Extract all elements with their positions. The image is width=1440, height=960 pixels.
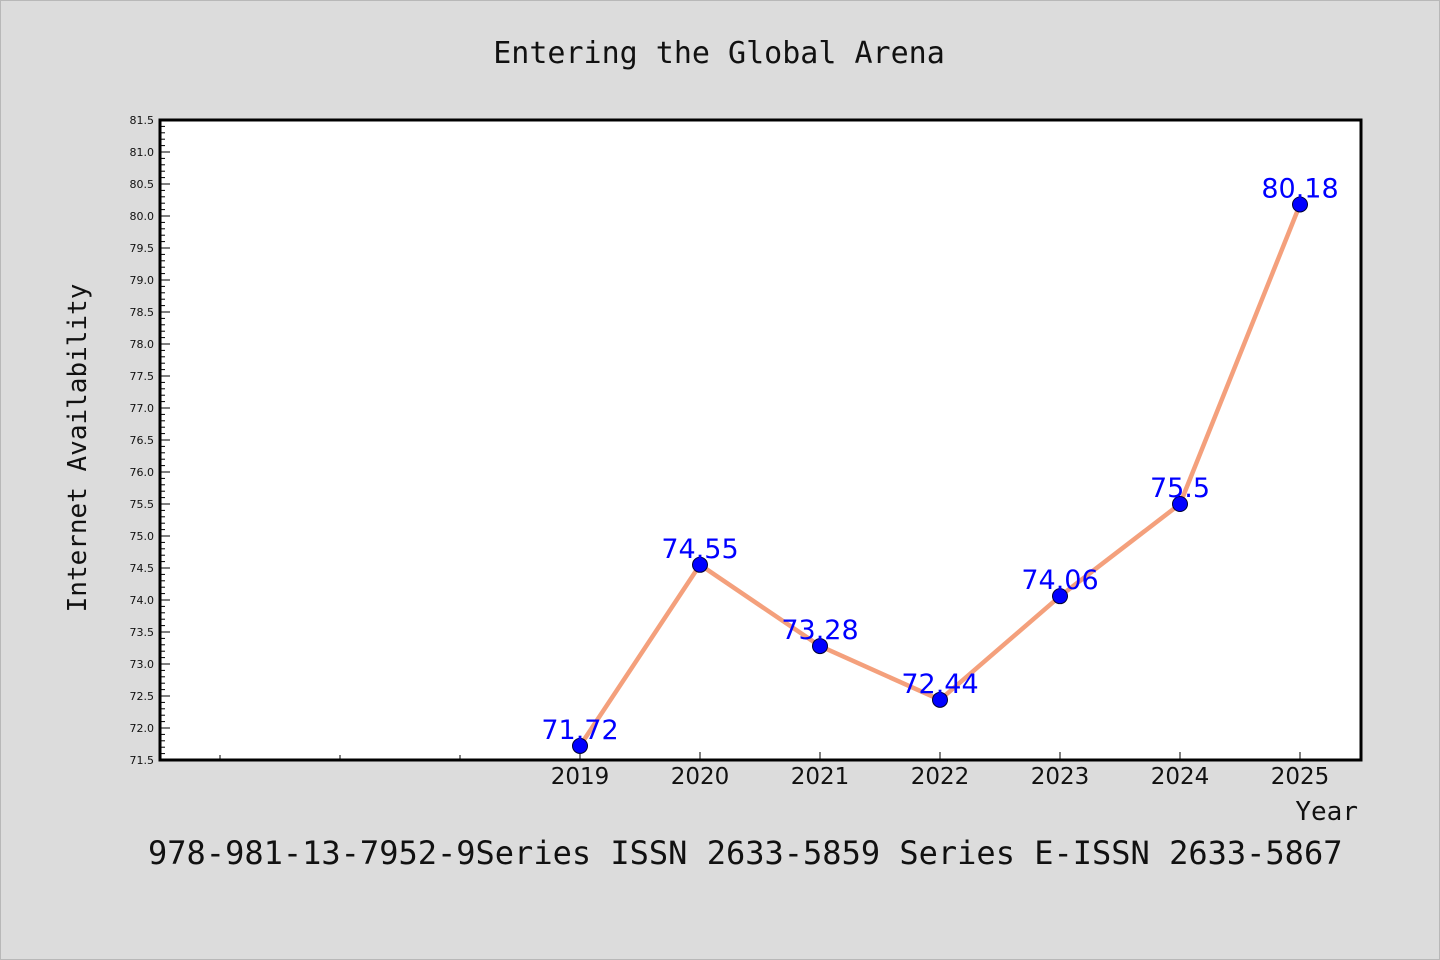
data-label: 80.18 <box>1261 173 1338 204</box>
y-tick-label: 80.0 <box>130 210 155 223</box>
y-tick-label: 73.5 <box>130 626 155 639</box>
y-tick-label: 78.0 <box>130 338 155 351</box>
x-tick-label: 2020 <box>671 764 730 790</box>
y-axis-label: Internet Availability <box>63 284 93 613</box>
footer-text: 978-981-13-7952-9Series ISSN 2633-5859 S… <box>148 834 1342 872</box>
y-tick-label: 72.0 <box>130 722 155 735</box>
data-label: 74.55 <box>661 534 738 565</box>
y-tick-label: 81.5 <box>130 114 155 127</box>
data-point-marker <box>1292 196 1308 213</box>
plot-area <box>158 118 1363 762</box>
data-label: 72.44 <box>901 669 978 700</box>
x-tick-label: 2023 <box>1031 764 1090 790</box>
y-tick-label: 75.5 <box>130 498 155 511</box>
y-tick-label: 76.5 <box>130 434 155 447</box>
data-point-marker <box>812 638 828 655</box>
y-tick-label: 74.5 <box>130 562 155 575</box>
y-tick-label: 77.5 <box>130 370 155 383</box>
data-label: 71.72 <box>541 715 618 746</box>
x-tick-label: 2022 <box>911 764 970 790</box>
y-tick-label: 73.0 <box>130 658 155 671</box>
series-layer: 71.72 74.55 73.28 72.44 74.06 75.5 80.18 <box>541 173 1339 754</box>
y-tick-label: 72.5 <box>130 690 155 703</box>
y-tick-label: 78.5 <box>130 306 155 319</box>
y-tick-label: 76.0 <box>130 466 155 479</box>
y-tick-label: 74.0 <box>130 594 155 607</box>
chart-title: Entering the Global Arena <box>493 36 945 71</box>
x-tick-label: 2025 <box>1271 764 1330 790</box>
data-label: 74.06 <box>1021 565 1098 596</box>
y-tick-label: 79.5 <box>130 242 155 255</box>
y-tick-label: 80.5 <box>130 178 155 191</box>
data-point-marker <box>1052 588 1068 605</box>
x-tick-label: 2024 <box>1151 764 1210 790</box>
y-tick-label: 75.0 <box>130 530 155 543</box>
data-point-marker <box>932 691 948 708</box>
x-axis-label: Year <box>1295 797 1358 827</box>
y-tick-label: 77.0 <box>130 402 155 415</box>
data-point-marker <box>1172 496 1188 512</box>
data-label: 73.28 <box>781 615 858 646</box>
y-axis: 71.5 72.0 72.5 73.0 73.5 74.0 74.5 75.0 75.5 76.0… <box>130 114 170 767</box>
x-tick-label: 2019 <box>551 764 610 790</box>
y-tick-label: 81.0 <box>130 146 155 159</box>
data-label: 75.5 <box>1150 473 1210 504</box>
y-tick-label: 71.5 <box>130 754 155 767</box>
y-tick-label: 79.0 <box>130 274 155 287</box>
x-axis: 2019 2020 2021 2022 2023 2024 2025 <box>219 752 1330 790</box>
x-tick-label: 2021 <box>791 764 850 790</box>
data-point-marker <box>572 737 588 754</box>
data-point-marker <box>692 556 708 573</box>
